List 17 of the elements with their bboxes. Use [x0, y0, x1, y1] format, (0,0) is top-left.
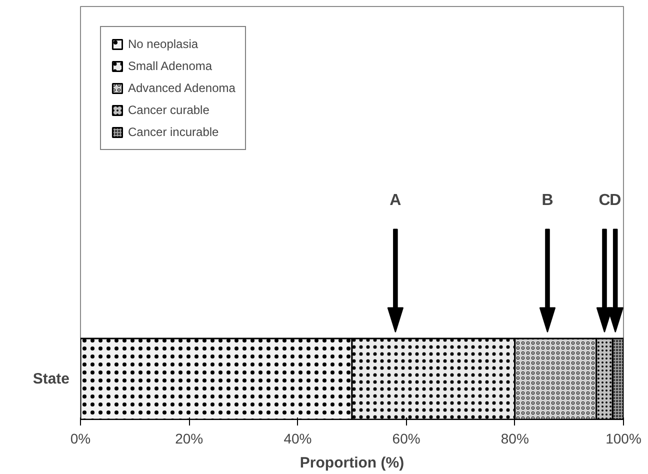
x-tick-label: 20%: [175, 430, 204, 446]
legend-label: No neoplasia: [128, 37, 198, 51]
ref-line-label: B: [542, 192, 554, 209]
ref-line-label: C: [598, 192, 611, 209]
x-tick-label: 40%: [284, 430, 312, 446]
x-tick-label: 0%: [70, 430, 91, 446]
x-tick-label: 80%: [500, 430, 529, 446]
legend-label: Cancer incurable: [128, 125, 219, 139]
legend-label: Advanced Adenoma: [128, 81, 236, 95]
x-tick-label: 60%: [392, 430, 420, 446]
ref-line-label: A: [390, 192, 402, 209]
x-tick-label: 100%: [606, 430, 642, 446]
legend-label: Cancer curable: [128, 103, 210, 117]
x-axis-title: Proportion (%): [300, 454, 404, 472]
ref-line-label: D: [610, 192, 622, 209]
legend-label: Small Adenoma: [128, 59, 212, 73]
y-tick-label: State: [32, 370, 70, 388]
